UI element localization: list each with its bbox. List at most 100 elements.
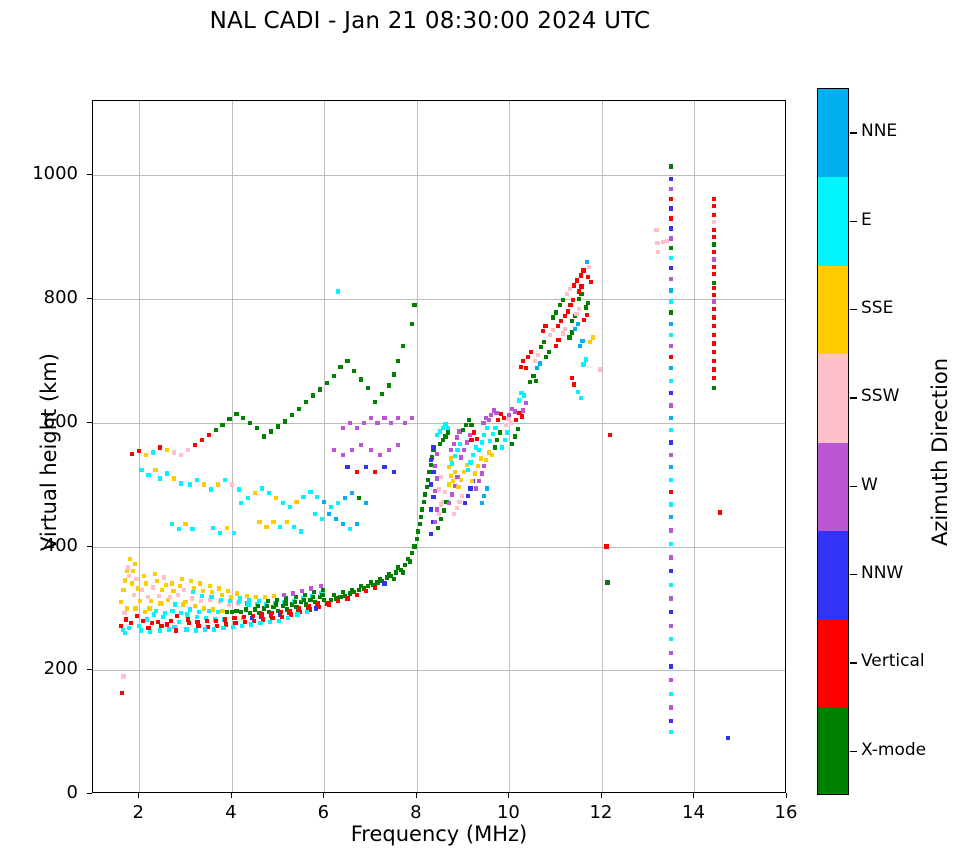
echo-point <box>300 588 305 594</box>
echo-point <box>176 619 182 625</box>
echo-point <box>239 623 245 628</box>
colorbar-segment-vertical[interactable] <box>818 619 848 709</box>
colorbar-segment-sse[interactable] <box>818 265 848 355</box>
echo-point <box>431 445 436 450</box>
echo-point <box>340 425 345 430</box>
echo-point <box>250 616 255 621</box>
gridline-vertical <box>324 101 326 792</box>
echo-point <box>354 522 359 527</box>
echo-point <box>257 611 262 616</box>
echo-point <box>656 249 661 255</box>
echo-point <box>204 618 209 623</box>
echo-point <box>208 597 213 602</box>
echo-point <box>275 597 280 602</box>
echo-point <box>347 527 352 532</box>
echo-point <box>352 590 357 595</box>
echo-point <box>172 624 177 630</box>
echo-point <box>181 587 186 592</box>
echo-point <box>225 609 230 615</box>
echo-point <box>669 277 674 282</box>
echo-point <box>584 357 589 362</box>
echo-point <box>669 378 674 383</box>
colorbar-tick <box>850 485 857 488</box>
echo-point <box>711 293 716 298</box>
colorbar[interactable] <box>817 88 849 795</box>
echo-point <box>169 522 174 527</box>
echo-point <box>196 623 201 628</box>
echo-point <box>669 176 674 182</box>
echo-point <box>174 628 179 633</box>
echo-point <box>282 419 288 424</box>
echo-point <box>536 352 541 357</box>
x-tick-label: 4 <box>225 802 237 823</box>
echo-point <box>462 501 468 506</box>
echo-point <box>382 465 387 470</box>
colorbar-segment-ssw[interactable] <box>818 354 848 444</box>
plot-area[interactable] <box>92 100 786 793</box>
echo-point <box>501 415 506 420</box>
echo-point <box>588 340 593 345</box>
echo-point <box>257 519 262 524</box>
echo-point <box>289 413 295 418</box>
echo-point <box>403 562 408 568</box>
x-tick <box>786 793 787 798</box>
echo-point <box>236 487 241 492</box>
echo-point <box>259 486 264 491</box>
echo-point <box>711 367 716 372</box>
echo-point <box>237 600 242 605</box>
echo-point <box>502 437 507 443</box>
colorbar-segment-nnw[interactable] <box>818 530 848 620</box>
gridline-vertical <box>139 101 141 792</box>
colorbar-segment-x-mode[interactable] <box>818 707 848 794</box>
echo-point <box>329 504 334 510</box>
echo-point <box>578 395 583 401</box>
echo-point <box>471 452 476 458</box>
colorbar-segment-nne[interactable] <box>818 89 848 178</box>
echo-point <box>144 452 149 458</box>
echo-point <box>263 595 268 600</box>
colorbar-label-w: W <box>861 474 878 495</box>
echo-point <box>466 418 471 423</box>
echo-point <box>211 607 216 612</box>
echo-point <box>431 470 436 475</box>
echo-point <box>585 300 591 305</box>
echo-point <box>474 486 479 491</box>
echo-point <box>534 378 539 383</box>
echo-point <box>127 556 133 562</box>
echo-point <box>655 241 660 246</box>
echo-point <box>669 569 674 574</box>
echo-point <box>576 296 581 302</box>
echo-point <box>260 612 265 617</box>
echo-point <box>669 186 674 192</box>
echo-point <box>166 627 171 632</box>
echo-point <box>521 408 526 413</box>
echo-point <box>251 613 256 618</box>
echo-point <box>492 445 497 450</box>
echo-point <box>558 319 563 324</box>
echo-point <box>272 593 277 599</box>
echo-point <box>498 411 504 417</box>
echo-point <box>398 567 403 573</box>
echo-point <box>289 602 295 607</box>
echo-point <box>669 299 674 304</box>
gridline-vertical <box>694 101 696 792</box>
echo-point <box>442 489 447 495</box>
echo-point <box>270 616 275 621</box>
echo-point <box>153 467 158 472</box>
x-tick-label: 14 <box>682 802 705 823</box>
echo-point <box>125 606 130 611</box>
echo-point <box>285 519 290 524</box>
x-tick-label: 16 <box>774 802 798 823</box>
colorbar-segment-e[interactable] <box>818 177 848 267</box>
echo-point <box>302 592 307 597</box>
echo-point <box>177 583 183 589</box>
echo-point <box>396 565 401 570</box>
echo-point <box>711 257 716 262</box>
colorbar-segment-w[interactable] <box>818 442 848 532</box>
echo-point <box>452 483 457 489</box>
echo-point <box>377 576 382 581</box>
y-tick-label: 400 <box>43 534 78 556</box>
echo-point <box>443 421 448 427</box>
colorbar-title: Azimuth Direction <box>928 357 952 547</box>
gridline-vertical <box>509 101 511 792</box>
